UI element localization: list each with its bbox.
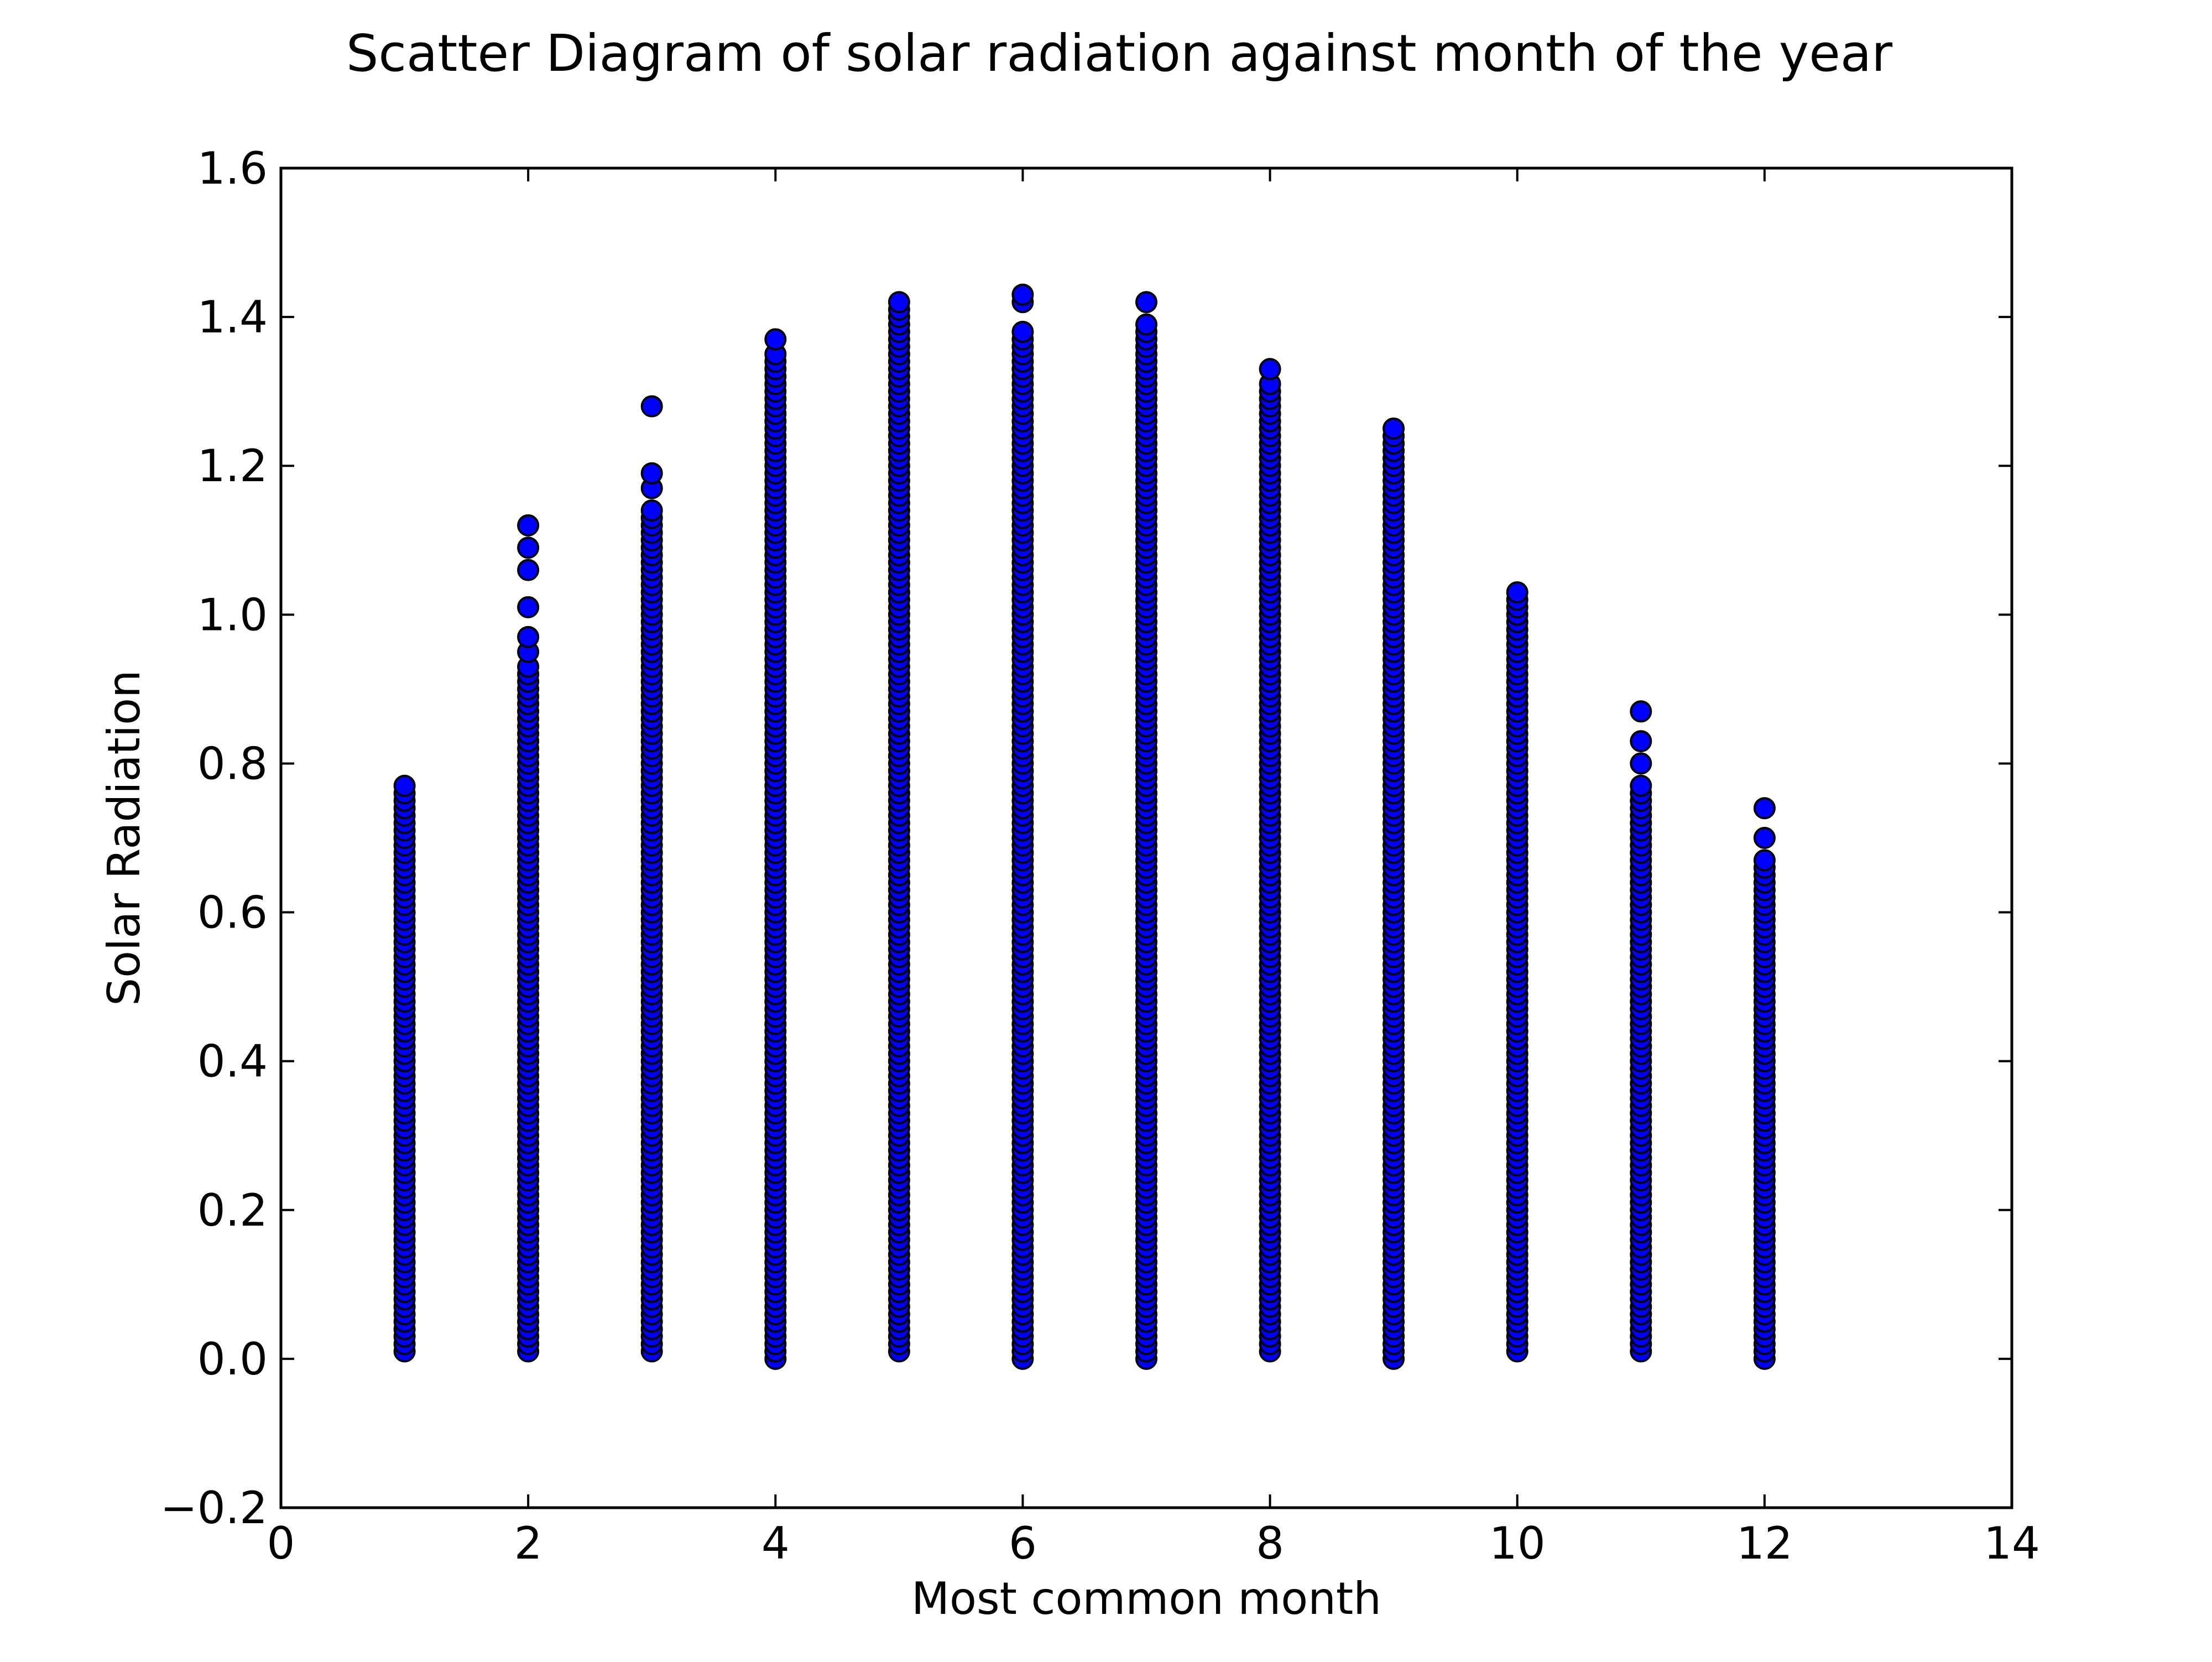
y-tick-label: −0.2 [160,1482,268,1534]
y-tick-label: 0.0 [197,1333,268,1385]
chart-title: Scatter Diagram of solar radiation again… [346,24,1892,83]
x-tick-label: 0 [267,1518,295,1569]
data-point [640,395,663,418]
data-point [888,291,910,314]
y-tick-label: 1.0 [197,589,268,640]
plot-area-frame [279,166,2013,1509]
x-tick-label: 8 [1256,1518,1284,1569]
x-tick-label: 14 [1984,1518,2040,1569]
data-point [1630,700,1652,723]
y-tick-label: 0.6 [197,887,268,939]
data-point [1506,581,1528,603]
y-tick-label: 1.4 [197,291,268,343]
data-point [517,626,540,648]
y-tick-label: 1.2 [197,440,268,492]
y-tick-label: 1.6 [197,143,268,194]
data-point [1135,313,1157,336]
data-point [1135,291,1157,314]
data-point [517,596,540,618]
data-point [1630,774,1652,797]
axis-ticks: 0 2 4 6 8 10 12 14 −0.2 0.0 0.2 0.4 0.6 0.8 1.0 1.2 1.4 1… [160,143,2040,1569]
x-tick-label: 10 [1489,1518,1546,1569]
data-point [764,328,787,351]
data-point [640,499,663,522]
x-axis-label: Most common month [911,1573,1381,1624]
x-tick-label: 6 [1009,1518,1037,1569]
data-point [1011,321,1034,343]
data-point [1630,730,1652,753]
data-point [393,774,416,797]
data-point [517,559,540,581]
y-tick-label: 0.2 [197,1185,268,1236]
data-point [1753,849,1776,872]
y-tick-label: 0.4 [197,1036,268,1087]
data-point [1630,752,1652,775]
data-point [1259,358,1281,381]
data-point [517,536,540,559]
data-point [1011,283,1034,306]
data-point [640,462,663,484]
data-point [1753,827,1776,849]
y-axis-label: Solar Radiation [98,670,150,1005]
data-point [1753,797,1776,820]
x-tick-label: 2 [514,1518,542,1569]
x-tick-label: 12 [1736,1518,1793,1569]
x-tick-label: 4 [761,1518,790,1569]
y-tick-label: 0.8 [197,738,268,789]
data-point [1383,417,1405,440]
points-layer [393,283,1776,1370]
data-point [517,514,540,536]
